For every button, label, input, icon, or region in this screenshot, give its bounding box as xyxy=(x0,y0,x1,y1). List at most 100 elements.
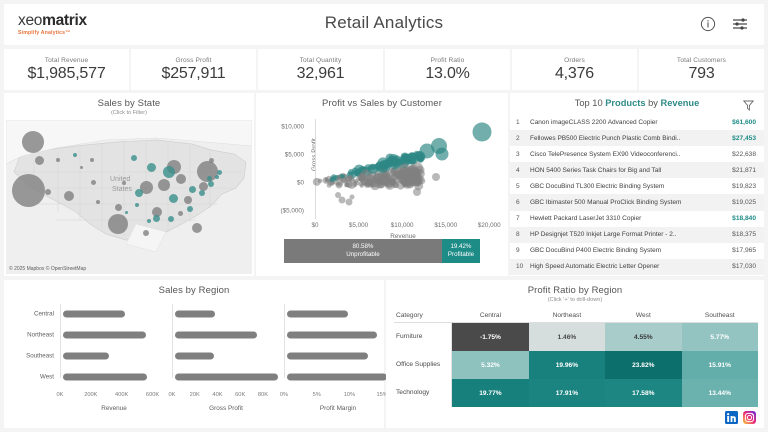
map-state-bubble[interactable] xyxy=(176,174,186,184)
scatter-point[interactable] xyxy=(346,178,357,190)
map-state-bubble[interactable] xyxy=(114,203,122,211)
map-state-bubble[interactable] xyxy=(22,131,44,153)
heatmap-column-header[interactable]: Central xyxy=(479,312,502,319)
region-bar[interactable] xyxy=(63,373,148,381)
region-chart-grid[interactable]: Central Northeast Southeast West 0K 200K 400K 6… xyxy=(4,302,388,428)
map-state-bubble[interactable] xyxy=(139,180,153,194)
profitability-split-bar[interactable]: 80.58% Unprofitable 19.42% Profitable xyxy=(284,239,480,263)
table-row[interactable]: 3 Cisco TelePresence System EX90 Videocon… xyxy=(510,146,764,162)
scatter-point[interactable] xyxy=(337,174,342,180)
scatter-point[interactable] xyxy=(472,122,492,142)
map-state-bubble[interactable] xyxy=(187,206,193,212)
scatter-point[interactable] xyxy=(390,155,399,164)
map-state-bubble[interactable] xyxy=(90,179,96,185)
scatter-point[interactable] xyxy=(334,177,344,187)
scatter-point[interactable] xyxy=(343,179,348,184)
map-state-bubble[interactable] xyxy=(79,165,83,169)
map-state-bubble[interactable] xyxy=(198,181,208,191)
map-state-bubble[interactable] xyxy=(177,210,183,216)
scatter-point[interactable] xyxy=(312,177,322,187)
region-bar[interactable] xyxy=(175,373,278,381)
region-bar[interactable] xyxy=(175,352,215,360)
scatter-plot-area[interactable]: Gross Profit Revenue $10,000$5,000$0($5,… xyxy=(281,119,501,240)
scatter-point[interactable] xyxy=(378,181,384,187)
scatter-point[interactable] xyxy=(374,170,380,176)
heatmap-cell[interactable]: 5.77% xyxy=(681,323,758,351)
table-row[interactable]: 10 High Speed Automatic Electric Letter O… xyxy=(510,258,764,275)
map-state-bubble[interactable] xyxy=(208,181,214,187)
table-row[interactable]: 4 HON 5400 Series Task Chairs for Big and… xyxy=(510,162,764,179)
profit-ratio-panel[interactable]: Profit Ratio by Region (Click '+' to dri… xyxy=(386,280,764,428)
scatter-point[interactable] xyxy=(381,175,391,186)
heatmap-row-label[interactable]: Office Supplies xyxy=(394,351,453,379)
heatmap-table[interactable]: Category Central Northeast West Southeast Fur… xyxy=(394,309,758,407)
kpi-card-profit-ratio[interactable]: Profit Ratio 13.0% xyxy=(385,49,510,90)
funnel-filter-icon[interactable] xyxy=(742,98,755,116)
map-state-bubble[interactable] xyxy=(96,200,100,204)
map-state-bubble[interactable] xyxy=(158,179,170,191)
scatter-point[interactable] xyxy=(370,180,381,190)
scatter-point[interactable] xyxy=(389,158,401,170)
top-products-list[interactable]: 1 Canon imageCLASS 2200 Advanced Copier $6… xyxy=(510,114,764,275)
scatter-point[interactable] xyxy=(376,179,382,185)
sales-by-state-panel[interactable]: Sales by State (Click to Filter) United … xyxy=(4,93,254,276)
heatmap-cell[interactable]: 19.96% xyxy=(528,351,606,379)
scatter-point[interactable] xyxy=(373,173,385,185)
map-state-bubble[interactable] xyxy=(135,189,143,197)
scatter-point[interactable] xyxy=(381,159,391,169)
map-state-bubble[interactable] xyxy=(196,160,218,182)
info-icon[interactable] xyxy=(700,16,716,32)
scatter-point[interactable] xyxy=(360,176,370,186)
region-bar[interactable] xyxy=(287,310,349,318)
map-state-bubble[interactable] xyxy=(192,223,202,233)
scatter-point[interactable] xyxy=(396,170,406,180)
map-state-bubble[interactable] xyxy=(146,162,156,172)
scatter-point[interactable] xyxy=(407,164,419,176)
scatter-point[interactable] xyxy=(360,168,371,179)
map-state-bubble[interactable] xyxy=(122,181,126,185)
heatmap-column-header[interactable]: Northeast xyxy=(552,312,582,319)
kpi-card-total-customers[interactable]: Total Customers 793 xyxy=(639,49,764,90)
scatter-point[interactable] xyxy=(396,180,405,190)
map-state-bubble[interactable] xyxy=(168,216,174,222)
map-state-bubble[interactable] xyxy=(208,157,214,163)
map-state-bubble[interactable] xyxy=(124,210,128,214)
map-state-bubble[interactable] xyxy=(152,207,162,217)
top-products-panel[interactable]: Top 10 Products by Revenue 1 Canon imageC… xyxy=(510,93,764,276)
region-bar[interactable] xyxy=(287,331,377,339)
map-state-bubble[interactable] xyxy=(184,196,192,204)
scatter-point[interactable] xyxy=(377,163,388,174)
scatter-point[interactable] xyxy=(435,147,449,161)
scatter-point[interactable] xyxy=(330,177,335,182)
kpi-card-total-quantity[interactable]: Total Quantity 32,961 xyxy=(258,49,383,90)
scatter-point[interactable] xyxy=(419,143,435,159)
heatmap-cell[interactable]: 15.91% xyxy=(681,351,758,379)
scatter-point[interactable] xyxy=(327,178,335,186)
kpi-card-orders[interactable]: Orders 4,376 xyxy=(512,49,637,90)
map-state-bubble[interactable] xyxy=(34,155,44,165)
scatter-point[interactable] xyxy=(404,179,415,189)
heatmap-cell[interactable]: 1.46% xyxy=(528,323,606,351)
heatmap-cell[interactable]: 5.32% xyxy=(452,351,529,379)
scatter-point[interactable] xyxy=(324,178,329,184)
profit-vs-sales-panel[interactable]: Profit vs Sales by Customer Gross Profit… xyxy=(256,93,508,276)
sliders-icon[interactable] xyxy=(732,16,748,32)
scatter-point[interactable] xyxy=(344,177,349,182)
heatmap-cell[interactable]: 4.55% xyxy=(605,323,682,351)
heatmap-column-header[interactable]: Southeast xyxy=(704,312,735,319)
heatmap-cell[interactable]: -1.75% xyxy=(452,323,529,351)
scatter-point[interactable] xyxy=(338,196,346,204)
scatter-point[interactable] xyxy=(352,168,359,175)
scatter-point[interactable] xyxy=(325,176,333,183)
map-state-bubble[interactable] xyxy=(163,166,175,178)
region-bar[interactable] xyxy=(175,310,216,318)
map-state-bubble[interactable] xyxy=(143,230,149,236)
linkedin-icon[interactable] xyxy=(725,411,738,424)
heatmap-column-header[interactable]: West xyxy=(635,312,651,319)
scatter-point[interactable] xyxy=(406,172,415,181)
map-state-bubble[interactable] xyxy=(147,219,151,223)
map-state-bubble[interactable] xyxy=(215,175,219,179)
map-state-bubble[interactable] xyxy=(188,185,196,193)
map-state-bubble[interactable] xyxy=(90,158,94,162)
region-subchart-revenue[interactable]: 0K 200K 400K 600K Revenue xyxy=(57,302,168,428)
